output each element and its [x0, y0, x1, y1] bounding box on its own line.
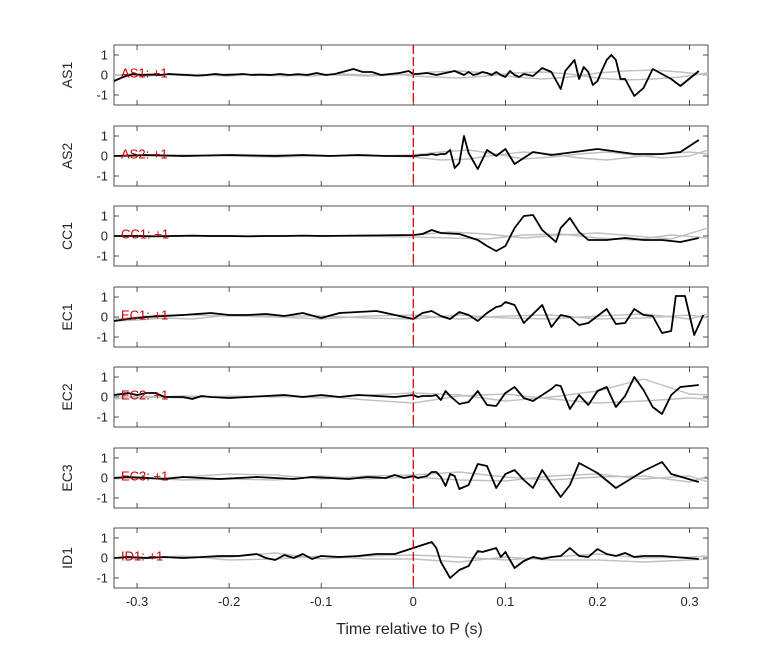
y-tick-label: 1 [101, 451, 108, 466]
x-tick-label: -0.2 [218, 594, 240, 609]
y-axis-label: CC1 [59, 222, 75, 250]
panel-ec1: -1 0 1 EC1: +1 EC1 [59, 286, 709, 348]
y-tick-label: -1 [96, 330, 108, 345]
x-tick-label: -0.1 [310, 594, 332, 609]
y-tick-label: 1 [101, 129, 108, 144]
trace-label: EC2: +1 [121, 387, 168, 402]
y-axis-label: ID1 [59, 547, 75, 569]
y-tick-label: -1 [96, 410, 108, 425]
panel-as1: -1 0 1 AS1: +1 AS1 [59, 44, 709, 106]
panel-id1: -1 0 1 ID1: +1 ID1 -0.3 -0.2 -0.1 0 0.1 0.2 0.3 [59, 527, 709, 609]
main-trace [114, 461, 700, 498]
axes-box [113, 286, 709, 348]
main-trace [114, 54, 700, 97]
traces [114, 135, 708, 170]
y-tick-label: 0 [101, 68, 108, 83]
y-tick-label: 0 [101, 390, 108, 405]
panel-as2: -1 0 1 AS2: +1 AS2 [59, 125, 709, 187]
y-tick-label: 1 [101, 531, 108, 546]
background-trace-2 [114, 313, 708, 322]
traces [114, 214, 708, 252]
y-tick-label: 0 [101, 310, 108, 325]
x-tick-label: 0.2 [588, 594, 606, 609]
panel-ec2: -1 0 1 EC2: +1 EC2 [59, 366, 709, 428]
panel-ec3: -1 0 1 EC3: +1 EC3 [59, 447, 709, 509]
x-axis-label: Time relative to P (s) [336, 621, 483, 638]
x-tick-label: 0 [410, 594, 417, 609]
x-tick-label: 0.3 [681, 594, 699, 609]
panel-cc1: -1 0 1 CC1: +1 CC1 [59, 205, 709, 267]
y-tick-label: -1 [96, 571, 108, 586]
x-tick-label: 0.1 [496, 594, 514, 609]
y-tick-label: 1 [101, 290, 108, 305]
main-trace [114, 541, 699, 579]
main-trace [114, 295, 705, 336]
y-tick-label: 1 [101, 48, 108, 63]
y-axis-label: EC2 [59, 383, 75, 410]
y-tick-label: 0 [101, 471, 108, 486]
x-tick-label: -0.3 [126, 594, 148, 609]
trace-label: CC1: +1 [121, 226, 169, 241]
y-axis-label: EC3 [59, 464, 75, 491]
y-tick-label: 1 [101, 370, 108, 385]
y-tick-label: 0 [101, 551, 108, 566]
y-axis-label: AS2 [59, 143, 75, 170]
traces [114, 295, 708, 336]
y-axis-label: AS1 [59, 62, 75, 89]
trace-label: AS1: +1 [121, 65, 168, 80]
y-tick-label: 0 [101, 229, 108, 244]
trace-label: EC3: +1 [121, 468, 168, 483]
y-tick-label: 1 [101, 209, 108, 224]
main-trace [114, 135, 700, 170]
main-trace [114, 214, 699, 252]
y-tick-label: -1 [96, 491, 108, 506]
y-tick-label: -1 [96, 169, 108, 184]
trace-label: EC1: +1 [121, 307, 168, 322]
y-tick-label: 0 [101, 149, 108, 164]
y-axis-label: EC1 [59, 303, 75, 330]
trace-label: AS2: +1 [121, 146, 168, 161]
y-tick-label: -1 [96, 88, 108, 103]
trace-label: ID1: +1 [121, 548, 163, 563]
y-tick-label: -1 [96, 249, 108, 264]
main-trace [114, 376, 699, 415]
